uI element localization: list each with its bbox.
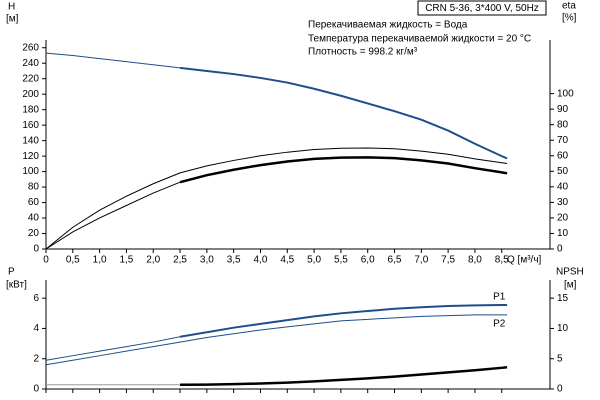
y2-tick-label: 100 (557, 88, 574, 99)
y-tick-label: 4 (33, 323, 39, 334)
x-tick-label: 5,5 (334, 255, 348, 266)
x-tick-label: 8,0 (468, 255, 482, 266)
y2-tick-label: 30 (557, 197, 569, 208)
y2-tick-label: 5 (557, 353, 563, 364)
y2-axis-label: eta (562, 1, 576, 12)
y2-tick-label: 15 (557, 293, 569, 304)
y2-tick-label: 0 (557, 384, 563, 395)
curve (45, 147, 508, 250)
series-label: P1 (493, 292, 506, 303)
x-tick-label: 7,5 (441, 255, 455, 266)
y-axis-label: H (8, 2, 15, 13)
y-tick-label: 100 (22, 166, 39, 177)
note-box (417, 0, 547, 16)
y-tick-label: 60 (28, 197, 40, 208)
y2-tick-label: 10 (557, 228, 569, 239)
y-tick-label: 220 (22, 73, 39, 84)
x-tick-label: 8,5 (495, 255, 509, 266)
y2-tick-label: 0 (557, 244, 563, 255)
note: CRN 5-36, 3*400 V, 50Hz (425, 3, 539, 14)
y-tick-label: 240 (22, 58, 39, 69)
x-tick-label: 4,5 (280, 255, 294, 266)
y2-tick-label: 90 (557, 104, 569, 115)
y-tick-label: 140 (22, 135, 39, 146)
y-tick-label: 2 (33, 353, 39, 364)
y2-axis-unit: [м] (564, 280, 577, 291)
y-tick-label: 180 (22, 104, 39, 115)
x-tick-label: 2,0 (146, 255, 160, 266)
x-tick-label: 3,0 (200, 255, 214, 266)
x-tick-label: 0,5 (66, 255, 80, 266)
series-label: P2 (493, 318, 506, 329)
y-axis-unit: [м] (6, 14, 19, 25)
annotation: Перекачиваемая жидкость = Вода (308, 20, 468, 31)
curve (179, 303, 508, 338)
y-tick-label: 0 (33, 244, 39, 255)
x-tick-label: 1,0 (93, 255, 107, 266)
x-tick-label: 7,0 (414, 255, 428, 266)
y-tick-label: 80 (28, 182, 40, 193)
y-axis-label: P (8, 267, 15, 278)
curve (45, 52, 181, 69)
curve (45, 336, 181, 361)
y2-tick-label: 10 (557, 323, 569, 334)
y2-axis-unit: [%] (562, 13, 577, 24)
x-tick-label: 5,0 (307, 255, 321, 266)
x-tick-label: 4,0 (254, 255, 268, 266)
y-tick-label: 40 (28, 213, 40, 224)
x-tick-label: 3,5 (227, 255, 241, 266)
x-tick-label: 0 (43, 255, 49, 266)
y-tick-label: 160 (22, 120, 39, 131)
annotation: Температура перекачиваемой жидкости = 20… (308, 34, 531, 45)
y2-tick-label: 70 (557, 135, 569, 146)
y-tick-label: 6 (33, 293, 39, 304)
curve (179, 66, 508, 160)
y2-tick-label: 40 (557, 181, 569, 192)
y2-tick-label: 20 (557, 213, 569, 224)
annotation: Плотность = 998.2 кг/м³ (308, 47, 418, 58)
y-tick-label: 120 (22, 151, 39, 162)
x-tick-label: 6,5 (388, 255, 402, 266)
x-axis-label: Q [м³/ч] (507, 255, 542, 266)
y-tick-label: 260 (22, 42, 39, 53)
curve (179, 156, 508, 184)
y-tick-label: 20 (28, 228, 40, 239)
y2-axis-label: NPSH (556, 267, 584, 278)
curve (180, 365, 508, 387)
y2-tick-label: 80 (557, 119, 569, 130)
y-tick-label: 200 (22, 89, 39, 100)
y2-tick-label: 60 (557, 150, 569, 161)
curve (45, 314, 508, 366)
x-tick-label: 1,5 (119, 255, 133, 266)
x-tick-label: 2,5 (173, 255, 187, 266)
y-tick-label: 0 (33, 384, 39, 395)
x-tick-label: 6,0 (361, 255, 375, 266)
y2-tick-label: 50 (557, 166, 569, 177)
curve (45, 181, 181, 250)
y-axis-unit: [кВт] (6, 280, 27, 291)
